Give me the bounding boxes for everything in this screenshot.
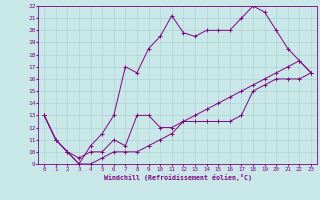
X-axis label: Windchill (Refroidissement éolien,°C): Windchill (Refroidissement éolien,°C): [104, 174, 252, 181]
